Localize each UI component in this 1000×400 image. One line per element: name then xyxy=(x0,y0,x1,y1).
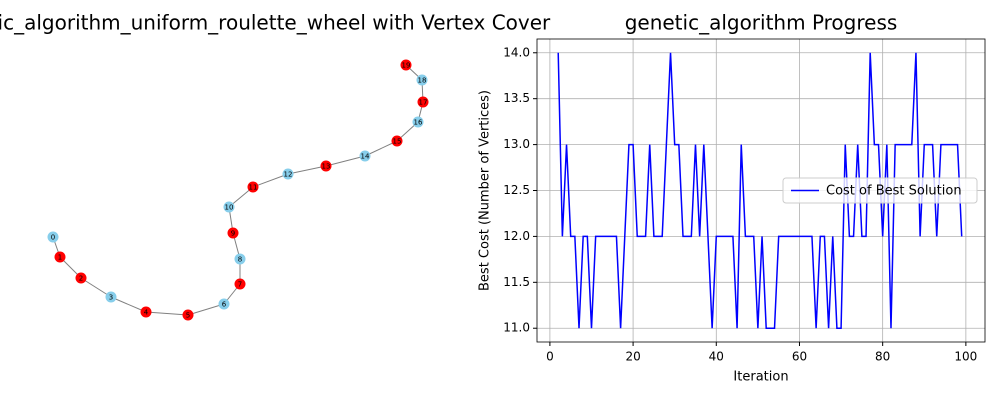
node-label: 7 xyxy=(238,281,242,289)
node-label: 5 xyxy=(186,312,190,320)
y-tick-label: 13.5 xyxy=(503,91,530,105)
edge xyxy=(187,303,225,316)
edge xyxy=(252,173,289,188)
node-label: 13 xyxy=(322,163,331,171)
node-label: 18 xyxy=(418,77,427,85)
x-tick-label: 0 xyxy=(546,350,554,364)
edge xyxy=(364,140,398,157)
edge xyxy=(80,277,112,298)
y-tick-label: 12.5 xyxy=(503,183,530,197)
x-tick-label: 100 xyxy=(954,350,977,364)
node-label: 19 xyxy=(402,62,411,70)
legend: Cost of Best Solution xyxy=(782,177,978,204)
node xyxy=(105,291,117,303)
node xyxy=(359,150,371,162)
node xyxy=(47,231,59,243)
y-tick-label: 12.0 xyxy=(503,229,530,243)
node-label: 4 xyxy=(144,309,149,317)
node xyxy=(227,227,239,239)
y-tick-label: 13.0 xyxy=(503,137,530,151)
node-label: 17 xyxy=(419,99,428,107)
y-tick-label: 11.5 xyxy=(503,275,530,289)
node-label: 6 xyxy=(222,301,227,309)
node xyxy=(140,306,152,318)
node xyxy=(234,253,246,265)
legend-box xyxy=(782,177,978,204)
chart-title: genetic_algorithm Progress xyxy=(625,11,898,35)
node xyxy=(391,135,403,147)
node xyxy=(247,181,259,193)
node-label: 14 xyxy=(361,153,370,161)
node-label: 2 xyxy=(79,275,83,283)
x-axis-label: Iteration xyxy=(733,370,788,385)
x-tick-label: 20 xyxy=(625,350,640,364)
node xyxy=(182,309,194,321)
edge xyxy=(325,155,366,167)
node xyxy=(75,272,87,284)
node-label: 8 xyxy=(238,256,242,264)
edge xyxy=(145,311,189,316)
node xyxy=(320,160,332,172)
node-label: 10 xyxy=(225,204,234,212)
node-label: 16 xyxy=(414,119,423,127)
node xyxy=(54,251,66,263)
node xyxy=(412,116,424,128)
node-label: 3 xyxy=(109,294,113,302)
y-tick-label: 11.0 xyxy=(503,321,530,335)
node xyxy=(400,59,412,71)
y-tick-label: 14.0 xyxy=(503,45,530,59)
node xyxy=(234,278,246,290)
edge xyxy=(110,296,147,313)
plot-frame xyxy=(536,38,986,343)
node-label: 15 xyxy=(393,138,402,146)
node-label: 12 xyxy=(284,171,293,179)
node xyxy=(282,168,294,180)
node xyxy=(416,74,428,86)
node-label: 1 xyxy=(58,254,62,262)
y-axis-label: Best Cost (Number of Vertices) xyxy=(478,90,493,291)
node-label: 11 xyxy=(249,184,258,192)
x-tick-label: 40 xyxy=(709,350,724,364)
x-tick-label: 60 xyxy=(792,350,807,364)
node-label: 9 xyxy=(231,230,235,238)
legend-label: Cost of Best Solution xyxy=(826,184,962,199)
chart-title: genetic_algorithm_uniform_roulette_wheel… xyxy=(0,11,551,35)
edge xyxy=(287,165,327,175)
node xyxy=(223,201,235,213)
node xyxy=(417,96,429,108)
line-series xyxy=(557,52,963,329)
node xyxy=(218,298,230,310)
x-tick-label: 80 xyxy=(875,350,890,364)
node-label: 0 xyxy=(51,234,55,242)
